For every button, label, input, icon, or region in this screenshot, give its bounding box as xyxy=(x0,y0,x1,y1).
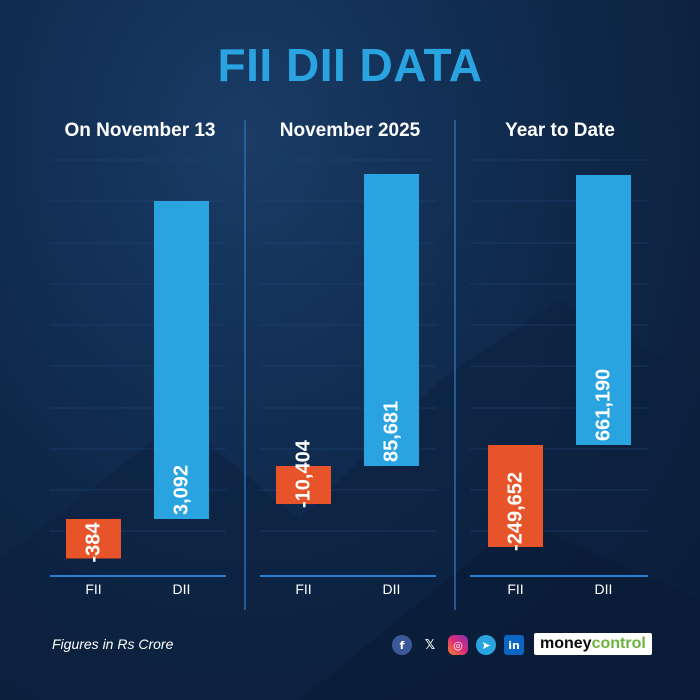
bar-fii xyxy=(276,466,331,504)
value-label: 3,092 xyxy=(171,465,193,515)
brand-part-2: control xyxy=(591,635,646,652)
value-label: -249,652 xyxy=(505,472,527,551)
panel-title-0: On November 13 xyxy=(64,120,216,141)
category-label: FII xyxy=(295,581,311,597)
panel-title-1: November 2025 xyxy=(279,120,421,141)
category-label: DII xyxy=(173,581,191,597)
social-icons: f 𝕏 ◎ ➤ in xyxy=(392,635,524,655)
facebook-icon[interactable]: f xyxy=(392,635,412,655)
footer-note: Figures in Rs Crore xyxy=(52,636,174,652)
value-label: 661,190 xyxy=(593,369,615,441)
brand-part-1: money xyxy=(540,635,592,652)
bar-dii xyxy=(154,201,209,519)
bar-fii xyxy=(488,445,543,547)
bar-dii xyxy=(576,175,631,445)
linkedin-icon[interactable]: in xyxy=(504,635,524,655)
bar-dii xyxy=(364,174,419,466)
telegram-icon[interactable]: ➤ xyxy=(476,635,496,655)
category-label: FII xyxy=(85,581,101,597)
bar-fii xyxy=(66,519,121,559)
value-label: -384 xyxy=(83,522,105,563)
x-icon[interactable]: 𝕏 xyxy=(424,637,436,653)
value-label: 85,681 xyxy=(381,401,403,462)
category-label: DII xyxy=(383,581,401,597)
instagram-icon[interactable]: ◎ xyxy=(448,635,468,655)
category-label: DII xyxy=(595,581,613,597)
value-label: -10,404 xyxy=(293,439,315,508)
panel-title-2: Year to Date xyxy=(505,120,615,141)
moneycontrol-logo: money control xyxy=(534,633,652,655)
category-label: FII xyxy=(507,581,523,597)
page-title: FII DII DATA xyxy=(217,39,483,91)
